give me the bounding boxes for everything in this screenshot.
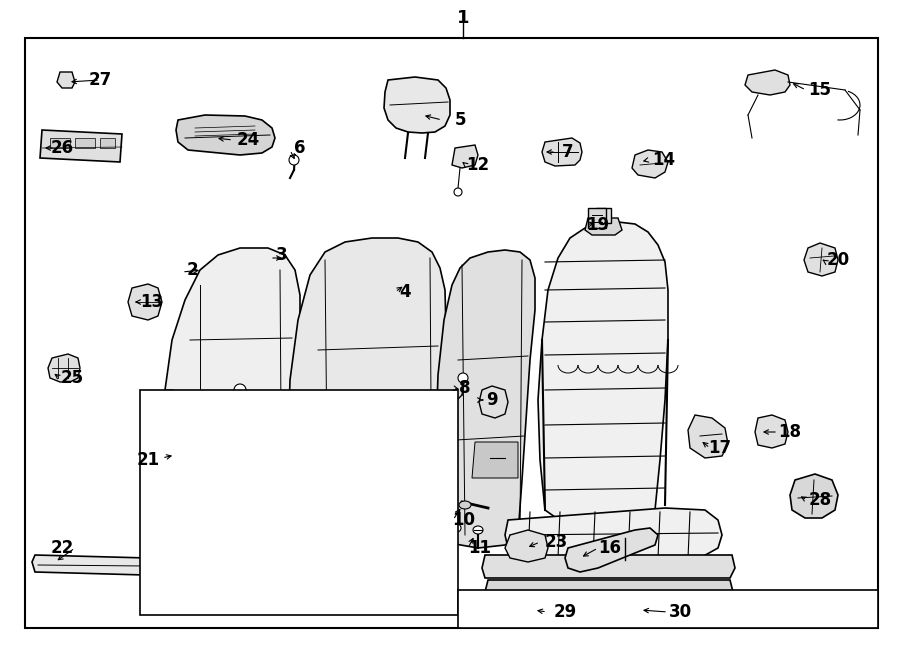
Text: 5: 5 <box>454 111 466 129</box>
Ellipse shape <box>458 373 468 383</box>
Text: 21: 21 <box>137 451 159 469</box>
Polygon shape <box>790 474 838 518</box>
Bar <box>50 138 70 148</box>
Text: 15: 15 <box>808 81 832 99</box>
Text: 27: 27 <box>88 71 112 89</box>
Polygon shape <box>745 70 790 95</box>
Text: 16: 16 <box>598 539 622 557</box>
Bar <box>596 208 611 223</box>
Polygon shape <box>57 72 75 88</box>
Polygon shape <box>696 596 724 614</box>
Ellipse shape <box>287 560 297 570</box>
Text: 11: 11 <box>469 539 491 557</box>
Polygon shape <box>163 248 300 572</box>
Text: 3: 3 <box>276 246 288 264</box>
Polygon shape <box>505 597 532 620</box>
Text: 4: 4 <box>400 283 410 301</box>
Text: 1: 1 <box>456 9 469 27</box>
Polygon shape <box>632 150 668 178</box>
Polygon shape <box>452 145 478 168</box>
Polygon shape <box>482 555 735 578</box>
Polygon shape <box>163 390 178 565</box>
Bar <box>75 138 95 148</box>
Text: 17: 17 <box>708 439 732 457</box>
Polygon shape <box>585 218 622 235</box>
Text: 26: 26 <box>50 139 74 157</box>
Polygon shape <box>505 508 722 562</box>
Bar <box>100 138 115 148</box>
Text: 19: 19 <box>587 216 609 234</box>
Text: 6: 6 <box>294 139 306 157</box>
Text: 23: 23 <box>544 533 568 551</box>
Ellipse shape <box>453 524 461 532</box>
Polygon shape <box>755 415 788 448</box>
Text: 24: 24 <box>237 131 259 149</box>
Polygon shape <box>40 130 122 162</box>
Polygon shape <box>128 284 162 320</box>
Text: 8: 8 <box>459 379 471 397</box>
Polygon shape <box>278 548 298 560</box>
Polygon shape <box>436 250 535 548</box>
Polygon shape <box>384 77 450 133</box>
Text: 25: 25 <box>60 369 84 387</box>
Polygon shape <box>195 418 200 434</box>
Ellipse shape <box>454 188 462 196</box>
Polygon shape <box>479 386 508 418</box>
Bar <box>25 38 878 628</box>
Text: 20: 20 <box>826 251 850 269</box>
Ellipse shape <box>234 384 246 396</box>
Polygon shape <box>485 580 733 602</box>
Ellipse shape <box>473 526 483 534</box>
Polygon shape <box>542 138 582 166</box>
Polygon shape <box>352 440 415 480</box>
Ellipse shape <box>459 501 471 509</box>
Polygon shape <box>48 354 80 382</box>
Polygon shape <box>565 528 658 572</box>
Text: 22: 22 <box>50 539 74 557</box>
Text: 14: 14 <box>652 151 676 169</box>
Ellipse shape <box>289 155 299 165</box>
Text: 7: 7 <box>562 143 574 161</box>
Text: 9: 9 <box>486 391 498 409</box>
Text: 10: 10 <box>453 511 475 529</box>
Text: 2: 2 <box>186 261 198 279</box>
Polygon shape <box>486 600 514 618</box>
Polygon shape <box>195 404 362 434</box>
Polygon shape <box>178 496 392 536</box>
Text: 30: 30 <box>669 603 691 621</box>
Polygon shape <box>176 115 275 155</box>
Bar <box>458 590 878 628</box>
Polygon shape <box>288 238 446 565</box>
Text: 13: 13 <box>140 293 164 311</box>
Polygon shape <box>688 415 728 458</box>
Polygon shape <box>804 243 838 276</box>
Polygon shape <box>538 222 668 528</box>
Polygon shape <box>472 442 518 478</box>
Bar <box>140 390 458 615</box>
Bar <box>588 208 606 228</box>
Polygon shape <box>32 555 150 575</box>
Text: 12: 12 <box>466 156 490 174</box>
Polygon shape <box>505 530 548 562</box>
Polygon shape <box>182 448 382 484</box>
Text: 18: 18 <box>778 423 802 441</box>
Polygon shape <box>635 596 668 620</box>
Text: 28: 28 <box>808 491 832 509</box>
Text: 29: 29 <box>554 603 577 621</box>
